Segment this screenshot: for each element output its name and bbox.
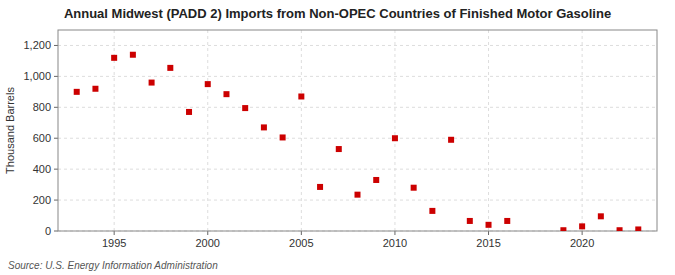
grid-line-x — [394, 30, 395, 231]
y-axis-label: Thousand Barrels — [4, 87, 16, 174]
grid-line-x — [582, 30, 583, 231]
tick-label-x: 2015 — [476, 237, 500, 249]
points — [74, 52, 642, 231]
point — [205, 81, 211, 87]
grid — [58, 30, 657, 231]
tick-label-y: 0 — [45, 225, 51, 237]
point — [280, 134, 286, 140]
point — [261, 124, 267, 130]
tick-label-x: 2020 — [570, 237, 594, 249]
point — [355, 192, 361, 198]
grid-line-y — [58, 45, 657, 46]
grid-line-x — [488, 30, 489, 231]
tick-label-y: 1,000 — [23, 70, 51, 82]
tick-label-y: 1,200 — [23, 39, 51, 51]
tick-x — [114, 231, 115, 235]
point — [467, 218, 473, 224]
point — [560, 227, 566, 231]
point — [186, 109, 192, 115]
grid-line-x — [207, 30, 208, 231]
point — [167, 65, 173, 71]
point — [411, 185, 417, 191]
tick-y — [54, 169, 58, 170]
tick-y — [54, 138, 58, 139]
point — [130, 52, 136, 58]
grid-line-x — [301, 30, 302, 231]
point — [373, 177, 379, 183]
point — [149, 80, 155, 86]
tick-y — [54, 45, 58, 46]
grid-line-y — [58, 107, 657, 108]
tick-x — [582, 231, 583, 235]
point — [635, 226, 641, 231]
tick-label-x: 2010 — [383, 237, 407, 249]
point — [298, 93, 304, 99]
tick-y — [54, 200, 58, 201]
tick-x — [488, 231, 489, 235]
plot-frame — [58, 30, 657, 231]
point — [92, 86, 98, 92]
point — [429, 208, 435, 214]
tick-x — [207, 231, 208, 235]
grid-line-y — [58, 138, 657, 139]
point — [392, 135, 398, 141]
tick-label-x: 2005 — [289, 237, 313, 249]
tick-y — [54, 231, 58, 232]
point — [448, 137, 454, 143]
tick-y — [54, 76, 58, 77]
grid-line-y — [58, 76, 657, 77]
point — [579, 223, 585, 229]
tick-label-x: 1995 — [102, 237, 126, 249]
axes: 0 200 400 600 800 1,000 1,200 1995 2000 2005 2010 2… — [23, 30, 657, 249]
point — [504, 218, 510, 224]
grid-line-y — [58, 169, 657, 170]
tick-label-y: 200 — [33, 194, 51, 206]
point — [223, 91, 229, 97]
point — [74, 89, 80, 95]
title: Annual Midwest (PADD 2) Imports from Non… — [64, 6, 611, 21]
chart: 0 200 400 600 800 1,000 1,200 1995 2000 2005 2010 2… — [0, 0, 675, 275]
tick-y — [54, 107, 58, 108]
point — [486, 222, 492, 228]
point — [317, 184, 323, 190]
tick-label-y: 600 — [33, 132, 51, 144]
point — [242, 105, 248, 111]
tick-label-x: 2000 — [196, 237, 220, 249]
point — [111, 55, 117, 61]
tick-label-y: 800 — [33, 101, 51, 113]
point — [336, 146, 342, 152]
source-note: Source: U.S. Energy Information Administ… — [8, 260, 218, 271]
point — [617, 227, 623, 231]
tick-x — [394, 231, 395, 235]
tick-x — [301, 231, 302, 235]
tick-label-y: 400 — [33, 163, 51, 175]
point — [598, 213, 604, 219]
grid-line-y — [58, 200, 657, 201]
